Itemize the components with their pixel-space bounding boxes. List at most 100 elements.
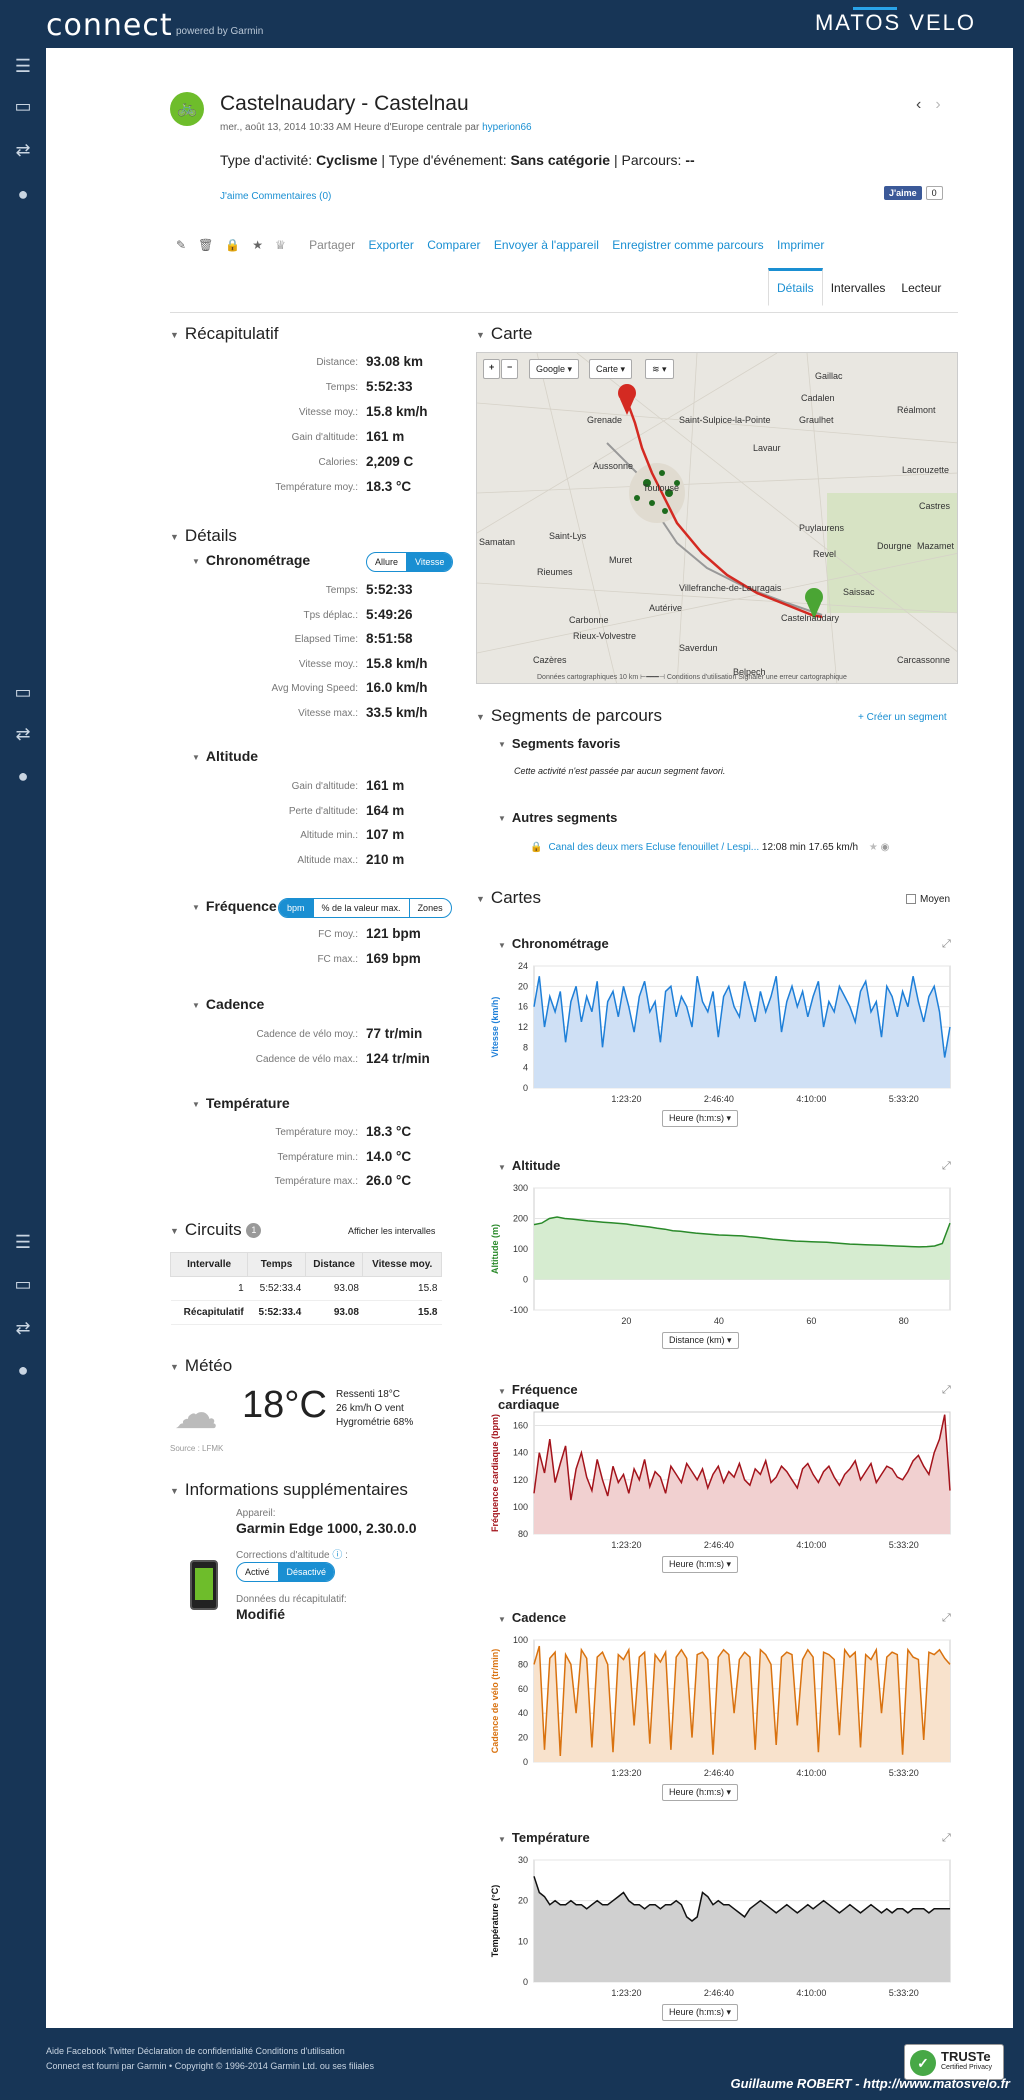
inbox-icon[interactable]: ▭: [14, 682, 32, 702]
temp-header[interactable]: ▼ Température: [192, 1095, 290, 1111]
charts-header[interactable]: ▼ Cartes: [476, 888, 541, 907]
col-interval[interactable]: Intervalle: [169, 1252, 249, 1277]
send-to-device-link[interactable]: Envoyer à l'appareil: [493, 238, 599, 252]
chart[interactable]: -100 0 100 200 300 20 40 60 80 Altitude (m): [476, 1180, 958, 1330]
other-segments-header[interactable]: ▼ Autres segments: [498, 810, 618, 825]
pencil-icon[interactable]: ✎: [176, 238, 187, 252]
layers-select[interactable]: ≋ ▾: [645, 359, 674, 379]
share-button[interactable]: Partager: [309, 238, 356, 252]
star-icon[interactable]: ★: [868, 842, 878, 853]
segments-header[interactable]: ▼ Segments de parcours: [476, 706, 662, 725]
toggle-percent-max[interactable]: % de la valeur max.: [312, 899, 409, 917]
type-value[interactable]: Cyclisme: [316, 152, 378, 168]
prev-arrow-icon[interactable]: ‹: [916, 96, 936, 113]
export-link[interactable]: Exporter: [368, 238, 414, 252]
event-value[interactable]: Sans catégorie: [510, 152, 611, 168]
altitude-correction-toggle[interactable]: Activé Désactivé: [236, 1562, 336, 1582]
menu-icon[interactable]: ☰: [14, 56, 32, 76]
map-provider-select[interactable]: Google ▾: [529, 359, 580, 379]
compare-link[interactable]: Comparer: [427, 238, 481, 252]
chart-header[interactable]: ▼ Température: [498, 1830, 590, 1845]
col-avg-speed[interactable]: Vitesse moy.: [362, 1252, 442, 1277]
summary-header[interactable]: ▼ Récapitulatif: [170, 324, 279, 343]
table-row[interactable]: 1 5:52:33.4 93.08 15.8: [170, 1276, 442, 1301]
map-type-select[interactable]: Carte ▾: [589, 359, 633, 379]
footer-links[interactable]: Aide Facebook Twitter Déclaration de con…: [46, 2046, 345, 2056]
expand-icon[interactable]: ⤢: [942, 1612, 951, 1624]
truste-badge[interactable]: ✓ TRUSTe Certified Privacy: [904, 2044, 1004, 2080]
hr-unit-toggle[interactable]: bpm% de la valeur max. Zones: [278, 898, 452, 918]
map-header[interactable]: ▼ Carte: [476, 324, 533, 343]
chart-header[interactable]: ▼ Altitude: [498, 1158, 561, 1173]
weather-header[interactable]: ▼ Météo: [170, 1356, 233, 1375]
lock-icon[interactable]: 🔒: [225, 238, 241, 252]
x-axis-select[interactable]: Heure (h:m:s) ▾: [662, 2004, 739, 2021]
toggle-speed[interactable]: Vitesse: [406, 553, 453, 571]
fb-like-button[interactable]: J'aime: [884, 186, 922, 200]
expand-icon[interactable]: ⤢: [942, 938, 951, 950]
x-axis-select[interactable]: Heure (h:m:s) ▾: [662, 1110, 739, 1127]
show-intervals-link[interactable]: Afficher les intervalles: [348, 1226, 436, 1236]
zoom-in-button[interactable]: +: [483, 359, 501, 379]
chrono-header[interactable]: ▼ Chronométrage: [192, 552, 311, 568]
pace-speed-toggle[interactable]: Allure Vitesse: [366, 552, 454, 572]
tab-player[interactable]: Lecteur: [901, 281, 942, 295]
user-link[interactable]: hyperion66: [482, 122, 532, 133]
altitude-header[interactable]: ▼ Altitude: [192, 748, 259, 764]
start-marker-icon[interactable]: [805, 588, 823, 619]
connections-icon[interactable]: ⇄: [15, 724, 31, 744]
connect-logo[interactable]: connect: [46, 8, 173, 43]
fav-segments-header[interactable]: ▼ Segments favoris: [498, 736, 621, 751]
tab-intervals[interactable]: Intervalles: [830, 281, 886, 295]
cadence-header[interactable]: ▼ Cadence: [192, 996, 265, 1012]
x-axis-select[interactable]: Distance (km) ▾: [662, 1332, 739, 1349]
connections-icon[interactable]: ⇄: [15, 140, 31, 160]
circuits-header[interactable]: ▼ Circuits 1: [170, 1220, 262, 1240]
segment-link[interactable]: Canal des deux mers Ecluse fenouillet / …: [548, 842, 760, 853]
toggle-enabled[interactable]: Activé: [245, 1567, 270, 1577]
toggle-bpm[interactable]: bpm: [279, 899, 313, 917]
expand-icon[interactable]: ⤢: [942, 1832, 951, 1844]
info-header[interactable]: ▼ Informations supplémentaires: [170, 1480, 408, 1499]
col-time[interactable]: Temps: [247, 1252, 306, 1277]
trash-icon[interactable]: 🗑: [198, 238, 214, 252]
user-icon[interactable]: ●: [17, 766, 29, 786]
toggle-zones[interactable]: Zones: [408, 899, 451, 917]
zoom-out-button[interactable]: −: [501, 359, 519, 379]
tab-details[interactable]: Détails: [768, 268, 823, 306]
create-segment-link[interactable]: + Créer un segment: [858, 712, 947, 723]
facebook-like[interactable]: J'aime 0: [884, 186, 943, 200]
user-icon[interactable]: ●: [17, 1360, 29, 1380]
menu-icon[interactable]: ☰: [14, 1232, 32, 1252]
chart[interactable]: 0 20 40 60 80 100 1:23:20 2:46:40 4:10:00 5:33:20…: [476, 1632, 958, 1782]
activity-title[interactable]: Castelnaudary - Castelnau: [220, 92, 469, 115]
chart-header[interactable]: ▼ Chronométrage: [498, 936, 609, 951]
end-marker-icon[interactable]: [618, 384, 636, 415]
checkbox-box[interactable]: [906, 894, 916, 905]
chart-header[interactable]: ▼ Cadence: [498, 1610, 567, 1625]
route-map[interactable]: + − Google ▾ Carte ▾ ≋ ▾ Gaillac Cadalen G…: [476, 352, 958, 684]
x-axis-select[interactable]: Heure (h:m:s) ▾: [662, 1556, 739, 1573]
details-header[interactable]: ▼ Détails: [170, 526, 237, 545]
likes-comments-link[interactable]: J'aime Commentaires (0): [220, 191, 332, 202]
eye-icon[interactable]: ◉: [880, 842, 890, 853]
inbox-icon[interactable]: ▭: [14, 1274, 32, 1294]
chart[interactable]: 0 4 8 12 16 20 24 1:23:20 2:46:40 4:10:00 5:33:20 V…: [476, 958, 958, 1108]
chart[interactable]: 80 100 120 140 160 1:23:20 2:46:40 4:10:00 5:33:…: [476, 1404, 958, 1554]
expand-icon[interactable]: ⤢: [942, 1384, 951, 1396]
col-distance[interactable]: Distance: [304, 1252, 364, 1277]
toggle-pace[interactable]: Allure: [375, 557, 399, 567]
average-checkbox[interactable]: Moyen: [906, 894, 950, 905]
chart[interactable]: 0 10 20 30 1:23:20 2:46:40 4:10:00 5:33:20 Tempé…: [476, 1852, 958, 2002]
expand-icon[interactable]: ⤢: [942, 1160, 951, 1172]
print-link[interactable]: Imprimer: [777, 238, 825, 252]
next-arrow-icon[interactable]: ›: [935, 96, 955, 113]
x-axis-select[interactable]: Heure (h:m:s) ▾: [662, 1784, 739, 1801]
inbox-icon[interactable]: ▭: [14, 96, 32, 116]
save-as-course-link[interactable]: Enregistrer comme parcours: [612, 238, 764, 252]
chart-header[interactable]: ▼ Fréquence cardiaque: [498, 1382, 578, 1412]
hr-header[interactable]: ▼ Fréquence: [192, 898, 277, 914]
star-icon[interactable]: ★: [252, 238, 264, 252]
user-icon[interactable]: ●: [17, 184, 29, 204]
toggle-disabled[interactable]: Désactivé: [277, 1563, 335, 1581]
